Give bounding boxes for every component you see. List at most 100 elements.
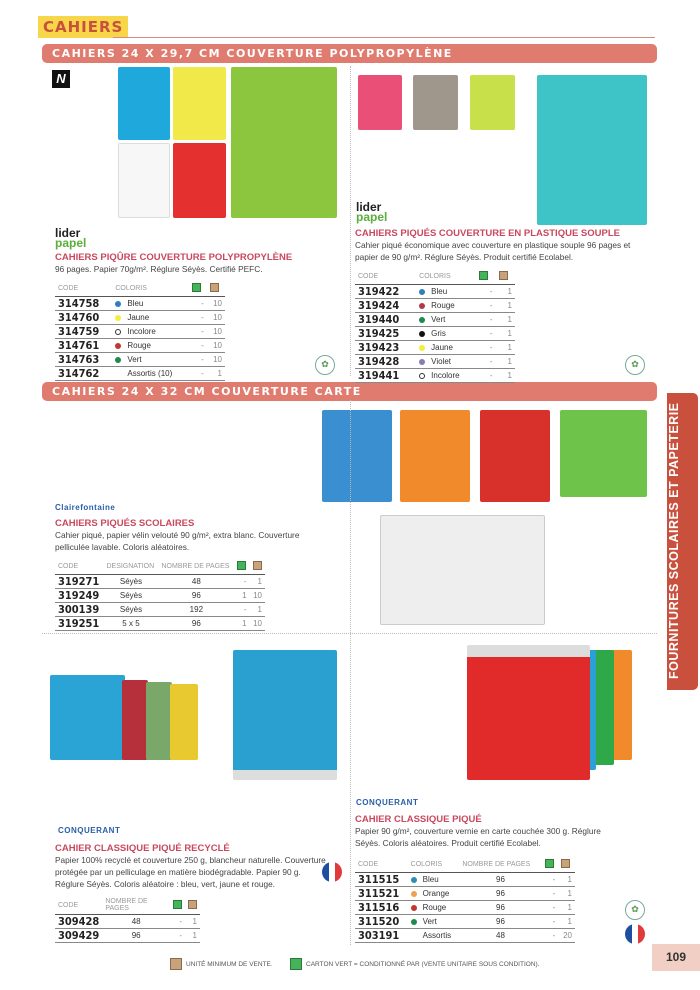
notebook-image-clear [118, 143, 170, 218]
notebook-image-green [560, 410, 647, 497]
product-description: Papier 90 g/m², couverture vernie en car… [355, 826, 601, 848]
color-name: Incolore [431, 371, 460, 380]
page-number: 109 [652, 944, 700, 971]
quantity: - [170, 928, 185, 943]
product-code: 319428 [355, 354, 417, 369]
table-row: 314762 Assortis (10) -1 [55, 366, 225, 381]
color-dot [410, 890, 417, 897]
product-code: 319425 [355, 326, 417, 341]
column-header: COLORIS [416, 271, 477, 285]
notebook-image-blue [322, 410, 392, 502]
product-block-classique: CAHIER CLASSIQUE PIQUÉ Papier 90 g/m², c… [355, 814, 615, 943]
quantity: - [476, 326, 496, 341]
quantity: 10 [206, 310, 225, 325]
product-code: 314761 [55, 338, 113, 353]
conquerant-logo: CONQUERANT [58, 826, 121, 835]
ecolabel-icon: ✿ [625, 900, 645, 920]
legend-text: CARTON VERT = CONDITIONNÉ PAR (VENTE UNI… [306, 960, 540, 968]
ecolabel-icon: ✿ [315, 355, 335, 375]
cell: 5 x 5 [103, 616, 159, 631]
notebook-image-conquerant [233, 650, 337, 780]
product-code: 319422 [355, 284, 417, 299]
category-label: CAHIERS [38, 16, 129, 38]
notebook-image-blue [118, 67, 170, 140]
color-name: Jaune [127, 313, 150, 322]
color-name: Assortis [422, 931, 452, 940]
quantity: - [188, 296, 207, 311]
cell: Séyès [103, 588, 159, 603]
quantity: - [188, 310, 207, 325]
table-row: 319440 Vert -1 [355, 312, 515, 327]
product-code: 314763 [55, 352, 113, 367]
product-code: 314762 [55, 366, 113, 381]
legend-text: UNITÉ MINIMUM DE VENTE. [186, 960, 273, 968]
cell: 48 [102, 914, 170, 929]
carton-icon [558, 859, 575, 873]
color-dot [115, 300, 122, 307]
quantity: 1 [558, 872, 575, 887]
quantity: 1 [558, 900, 575, 915]
color-name: Vert [431, 315, 446, 324]
quantity: 1 [495, 326, 515, 341]
product-code: 319423 [355, 340, 417, 355]
quantity: 1 [249, 602, 265, 617]
color-name: Rouge [431, 301, 455, 310]
color-dot [115, 328, 122, 335]
color-dot [419, 288, 426, 295]
notebook-image-lime [470, 75, 515, 130]
color-name: Assortis (10) [127, 369, 173, 378]
quantity: 10 [206, 352, 225, 367]
table-row: 300139 Séyès 192-1 [55, 602, 265, 617]
france-flag-icon [625, 924, 645, 944]
quantity: - [541, 872, 559, 887]
side-tab[interactable]: FOURNITURES SCOLAIRES ET PAPETERIE [667, 393, 698, 690]
table-header: CODE NOMBRE DE PAGES [55, 898, 200, 915]
category-divider [113, 37, 655, 38]
notebook-image-green [146, 682, 172, 760]
row-divider [42, 633, 657, 634]
product-code: 311516 [355, 900, 408, 915]
table-row: 309429 96-1 [55, 928, 200, 943]
quantity: 1 [495, 312, 515, 327]
table-header: CODE COLORIS NOMBRE DE PAGES [355, 859, 575, 873]
table-row: 319425 Gris -1 [355, 326, 515, 341]
notebook-image-red [467, 645, 590, 780]
cell: Séyès [103, 574, 159, 589]
carton-icon [495, 271, 515, 285]
cell: 96 [158, 616, 235, 631]
table-row: 314763 Vert -10 [55, 352, 225, 367]
color-name: Gris [431, 329, 446, 338]
table-row: 319428 Violet -1 [355, 354, 515, 369]
table-row: 319271 Séyès 48-1 [55, 574, 265, 589]
product-code: 314759 [55, 324, 113, 339]
product-title: CAHIER CLASSIQUE PIQUÉ RECYCLÉ [55, 843, 230, 854]
product-code: 319441 [355, 368, 417, 383]
table-row: 314758 Bleu -10 [55, 296, 225, 311]
color-name: Orange [422, 889, 450, 898]
quantity: - [170, 914, 185, 929]
table-row: 311515 Bleu 96-1 [355, 872, 575, 887]
notebook-image-yellow [170, 684, 198, 760]
color-name: Bleu [422, 875, 439, 884]
product-table: CODE COLORIS 319422 Bleu -1 319424 Rouge -1 3194… [355, 271, 515, 383]
legend-min-unit: UNITÉ MINIMUM DE VENTE. [170, 958, 273, 970]
quantity: 1 [234, 588, 250, 603]
quantity: - [188, 366, 207, 381]
quantity: 10 [206, 324, 225, 339]
carton-icon [249, 561, 265, 575]
quantity: 1 [495, 354, 515, 369]
color-dot [419, 302, 426, 309]
product-code: 314760 [55, 310, 113, 325]
quantity: 1 [249, 574, 265, 589]
product-code: 319271 [55, 574, 104, 589]
cell: 48 [158, 574, 235, 589]
product-code: 311520 [355, 914, 408, 929]
color-name: Violet [431, 357, 452, 366]
notebook-image-pink [358, 75, 402, 130]
cell: 96 [158, 588, 235, 603]
product-description: 96 pages. Papier 70g/m². Réglure Séyès. … [55, 264, 263, 274]
table-row: 319441 Incolore -1 [355, 368, 515, 383]
quantity: 1 [185, 914, 200, 929]
column-header: NOMBRE DE PAGES [158, 561, 235, 575]
notebook-image-teal [537, 75, 647, 225]
